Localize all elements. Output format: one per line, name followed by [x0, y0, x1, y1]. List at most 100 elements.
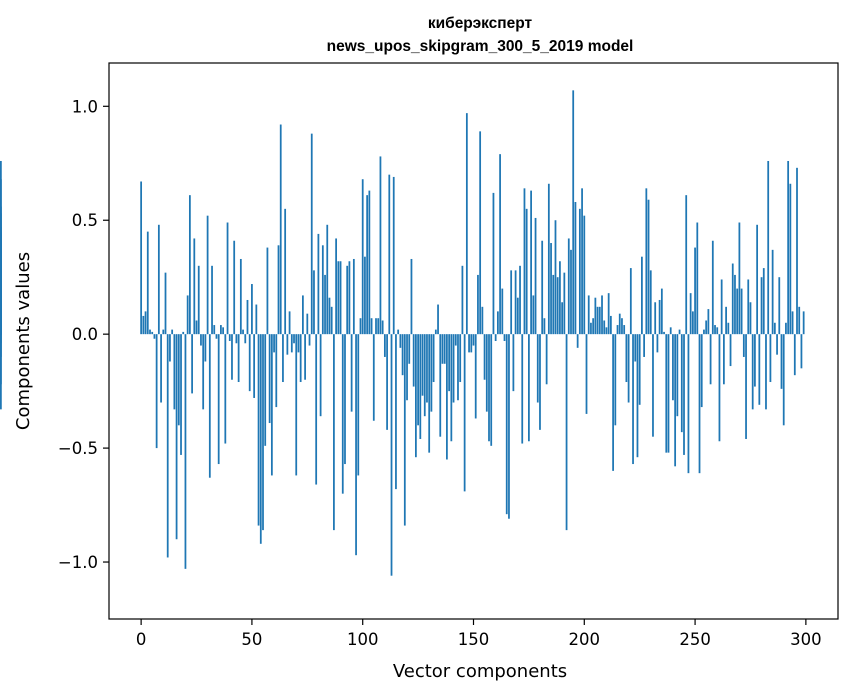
bar — [463, 334, 466, 492]
x-tick-label: 50 — [241, 630, 262, 649]
bar — [423, 334, 426, 417]
bar — [401, 334, 404, 376]
bar — [680, 334, 683, 433]
bar — [736, 288, 739, 335]
bar — [388, 174, 391, 335]
bar — [472, 334, 475, 346]
bar — [381, 320, 384, 335]
bar — [601, 295, 603, 335]
bar — [718, 334, 721, 442]
bar — [523, 188, 526, 335]
bar — [264, 334, 267, 446]
x-tick-label: 200 — [569, 630, 601, 649]
bar — [796, 167, 798, 335]
bar — [417, 334, 419, 426]
bar — [377, 318, 380, 335]
bar — [372, 334, 375, 421]
bar — [465, 113, 468, 335]
bar — [483, 334, 486, 380]
bar — [765, 334, 767, 410]
bar — [773, 322, 776, 335]
bar — [767, 160, 770, 335]
bar — [565, 334, 568, 531]
bar — [273, 334, 275, 353]
bar — [348, 261, 351, 335]
bar — [607, 293, 610, 335]
bar — [164, 272, 167, 335]
bar — [333, 334, 335, 531]
bar — [432, 334, 435, 383]
bar — [160, 334, 162, 403]
bar — [430, 334, 433, 412]
bar — [202, 334, 205, 410]
bar — [302, 295, 304, 335]
bar — [563, 272, 566, 335]
bar — [516, 297, 519, 335]
x-tick-label: 100 — [347, 630, 379, 649]
bar — [204, 334, 207, 362]
bar — [295, 334, 298, 476]
bar — [315, 334, 318, 485]
bar — [228, 334, 231, 341]
bar — [762, 268, 765, 335]
bar — [629, 268, 632, 335]
bar — [669, 327, 672, 335]
bar — [364, 256, 366, 335]
bar — [0, 233, 2, 335]
bars-group — [0, 90, 805, 576]
bar — [326, 224, 329, 335]
bar — [450, 334, 453, 442]
bar — [339, 261, 342, 335]
bar — [421, 334, 424, 396]
bar — [251, 284, 253, 335]
bar — [153, 334, 156, 339]
bar — [691, 311, 694, 335]
bar — [286, 334, 289, 355]
chart-title-line1: киберэксперт — [428, 15, 533, 32]
bar — [257, 334, 260, 526]
bar — [625, 334, 628, 383]
bar — [215, 334, 218, 339]
bar — [510, 270, 513, 335]
bar — [0, 334, 2, 357]
bar — [547, 183, 550, 335]
bar — [337, 261, 340, 335]
bar — [705, 320, 708, 335]
bar — [446, 334, 448, 460]
bar — [596, 306, 599, 335]
bar — [284, 208, 287, 335]
bar — [754, 334, 756, 387]
bar — [350, 334, 353, 412]
bar — [448, 334, 451, 392]
bar — [282, 334, 284, 383]
bar — [769, 334, 772, 383]
bar — [605, 327, 608, 335]
bar — [581, 188, 583, 335]
y-tick-label: −1.0 — [58, 553, 98, 572]
bar — [643, 334, 645, 357]
bar — [734, 274, 736, 335]
bar — [505, 334, 508, 515]
bar — [321, 245, 324, 335]
bar — [403, 334, 406, 526]
bar — [658, 299, 661, 335]
bar — [572, 90, 575, 335]
bar — [731, 263, 734, 335]
bar — [220, 325, 222, 335]
bar — [193, 238, 196, 335]
bar — [550, 243, 552, 335]
bar — [412, 334, 415, 387]
bar — [638, 334, 641, 405]
bar — [590, 322, 592, 335]
bar — [485, 334, 488, 412]
bar — [222, 327, 224, 335]
bar — [709, 334, 712, 385]
bar — [660, 288, 663, 335]
y-tick-label: 0.0 — [72, 325, 98, 344]
bar — [266, 247, 269, 335]
bar — [534, 217, 537, 335]
bar — [727, 322, 730, 335]
bar — [335, 238, 337, 335]
bar — [592, 318, 595, 335]
